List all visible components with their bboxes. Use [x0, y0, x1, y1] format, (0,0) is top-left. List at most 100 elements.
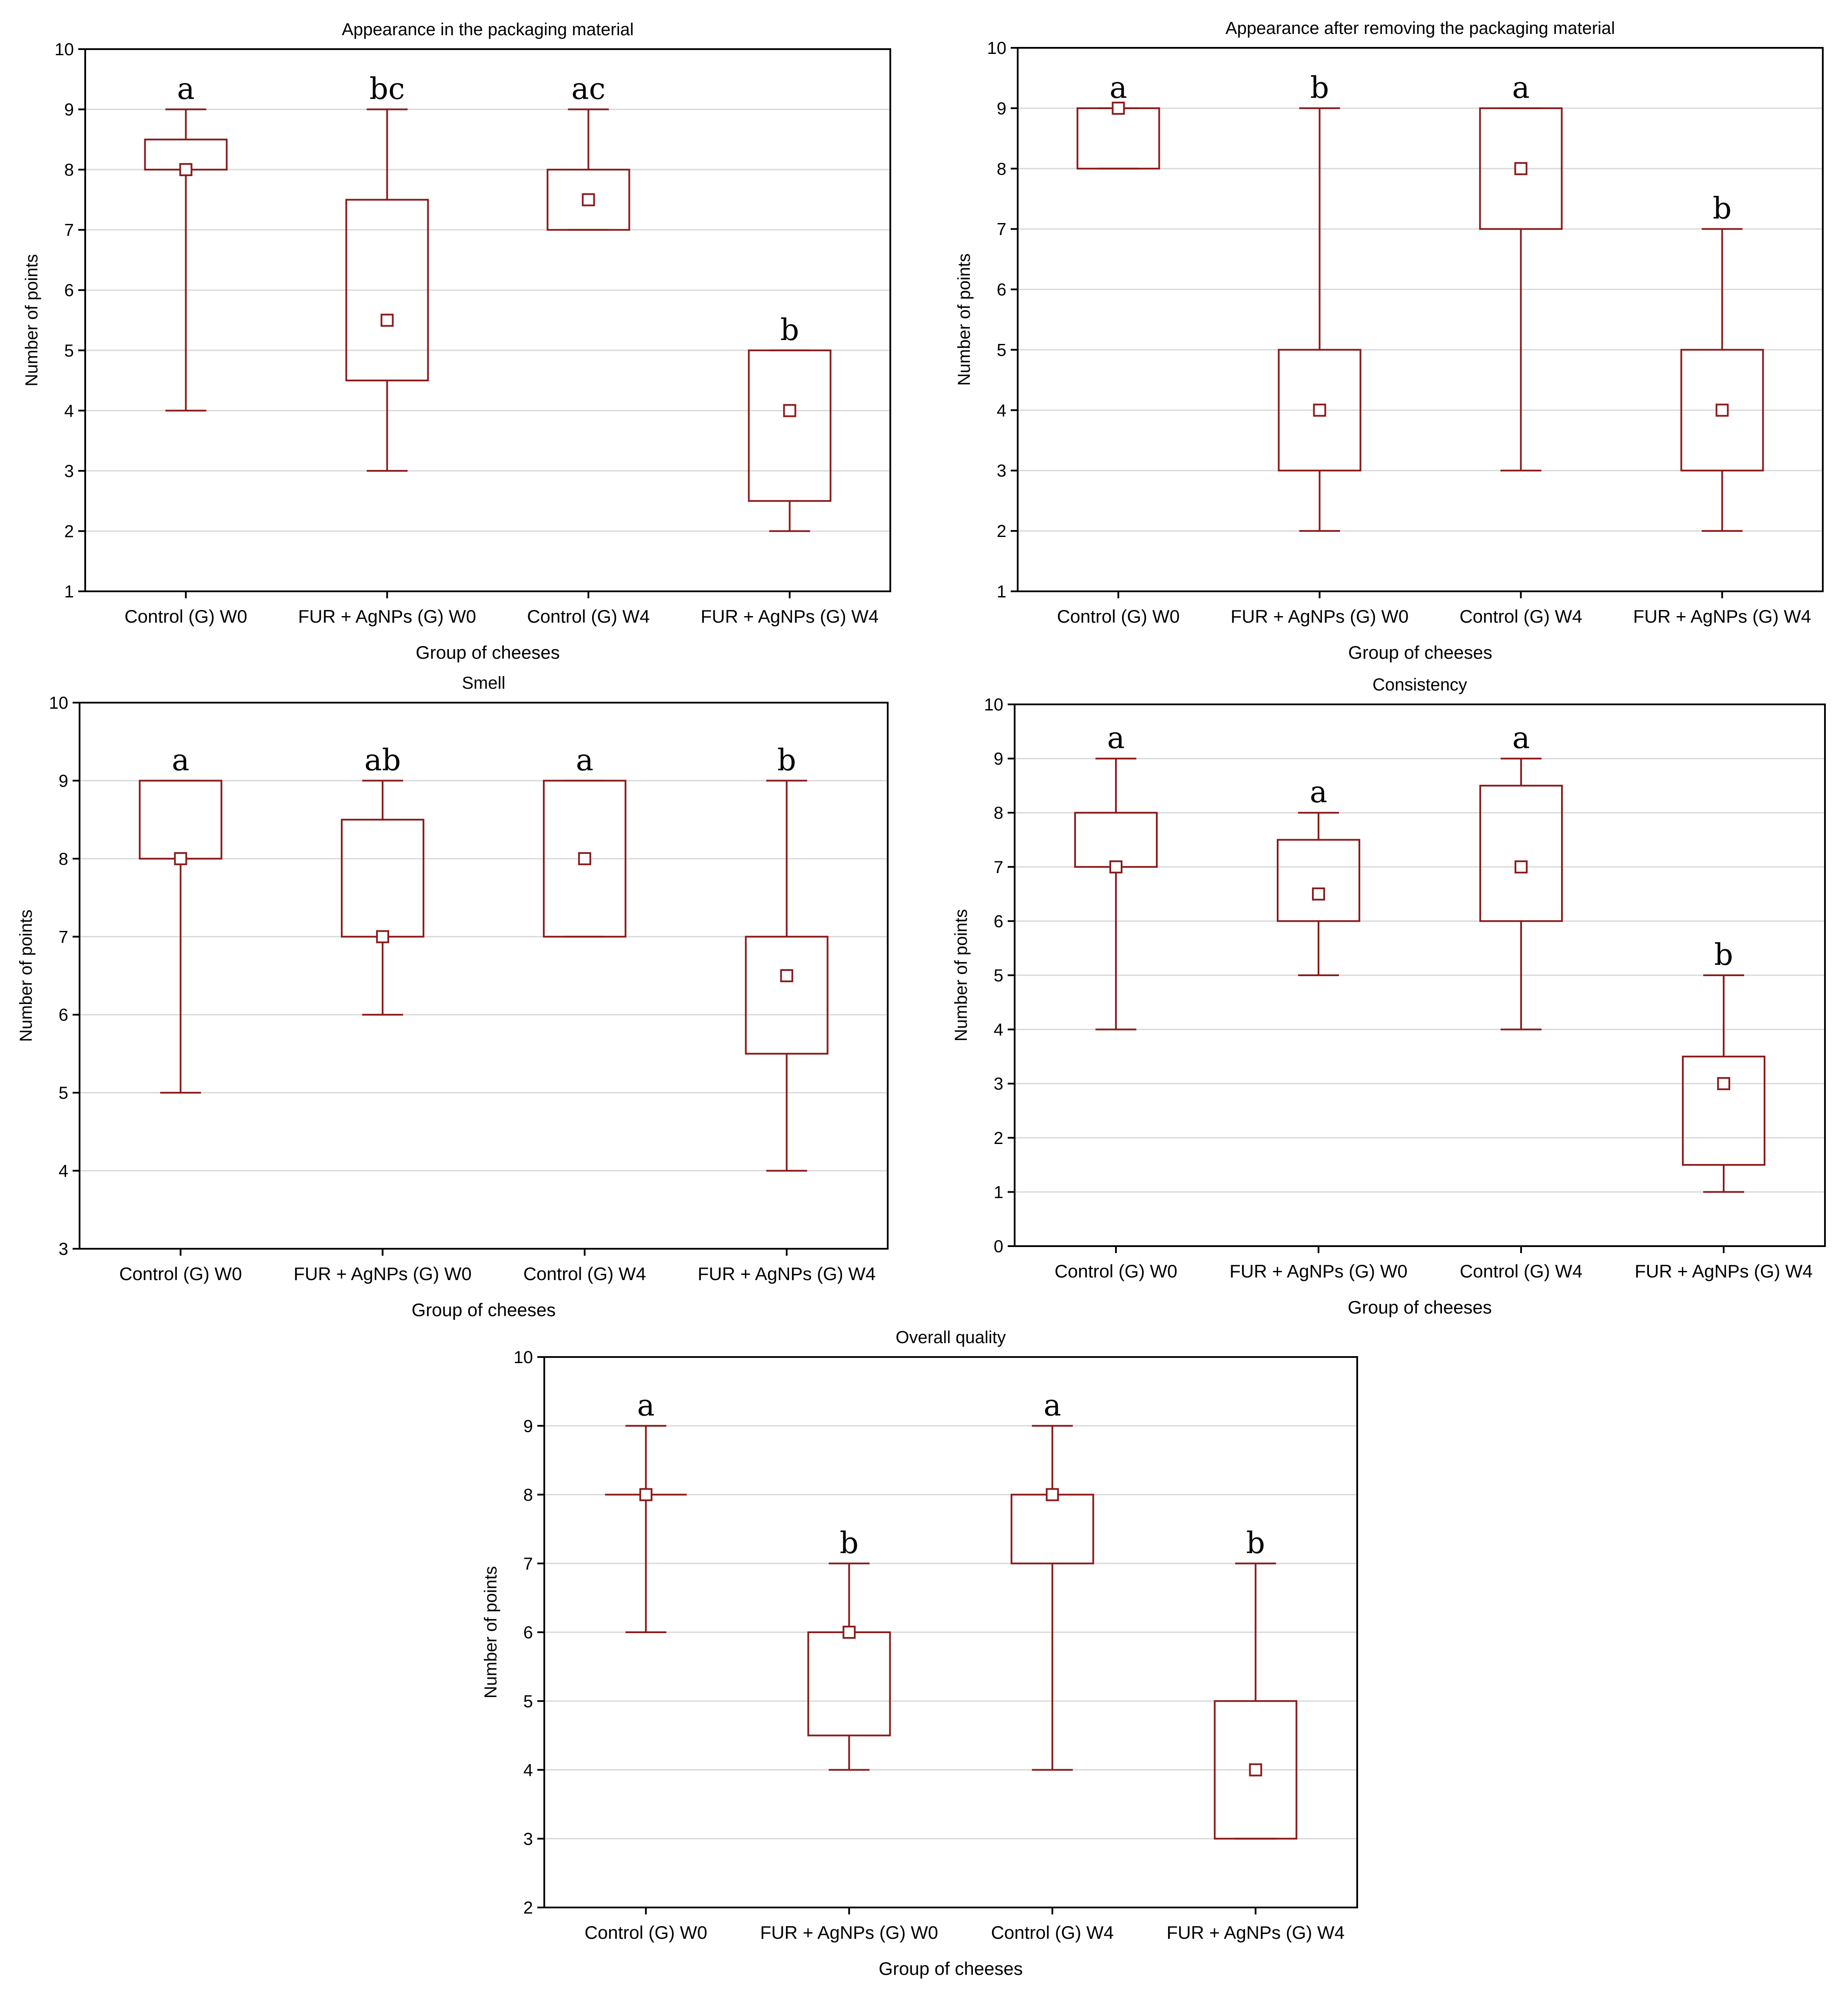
median-marker — [1112, 101, 1125, 115]
box-group: b — [748, 313, 832, 532]
iqr-box — [1076, 107, 1160, 170]
median-marker — [1046, 1488, 1059, 1501]
y-axis-label: Number of points — [17, 910, 36, 1042]
y-tick-label: 6 — [64, 281, 74, 300]
y-tick-label: 8 — [64, 160, 74, 180]
y-tick-label: 9 — [523, 1417, 533, 1436]
y-tick-label: 10 — [49, 694, 69, 713]
iqr-box — [1010, 1494, 1094, 1564]
significance-letter: b — [780, 313, 799, 347]
y-axis-label: Number of points — [481, 1566, 500, 1699]
significance-letter: a — [576, 743, 594, 777]
box-group: a — [139, 743, 223, 1094]
y-axis-label: Number of points — [22, 254, 41, 387]
chart-panel-5: 2 3 4 5 6 7 8 9 10 Control (G) W0 FUR + AgNPs (G) … — [481, 1328, 1358, 1979]
iqr-box — [1277, 839, 1360, 922]
chart-panel-4: 0 1 2 3 4 5 6 7 8 9 10 Control (G) W0 FUR + AgNPs (G… — [952, 675, 1826, 1317]
box-group: bc — [345, 72, 429, 472]
y-tick-label: 3 — [64, 462, 74, 481]
box-group: a — [1479, 721, 1563, 1030]
iqr-box — [1278, 349, 1362, 472]
y-tick-label: 1 — [64, 582, 74, 601]
y-tick-label: 8 — [59, 850, 68, 869]
x-tick-label: Control (G) W4 — [991, 1922, 1114, 1943]
box-group: ab — [341, 743, 425, 1016]
median-marker — [179, 163, 193, 177]
significance-letter: b — [777, 743, 796, 777]
y-axis-label: Number of points — [952, 909, 971, 1042]
plot-frame — [1017, 47, 1824, 592]
median-marker — [578, 852, 591, 865]
chart-title: Overall quality — [896, 1328, 1006, 1347]
iqr-box — [1074, 812, 1158, 868]
y-tick-label: 10 — [514, 1348, 533, 1367]
box-group: a — [1074, 721, 1158, 1030]
box-group: a — [144, 72, 228, 412]
iqr-box — [1680, 349, 1764, 472]
y-tick-label: 9 — [994, 750, 1003, 769]
y-tick-label: 4 — [59, 1162, 68, 1181]
significance-letter: a — [1512, 721, 1530, 756]
x-tick-label: Control (G) W0 — [1055, 1261, 1177, 1281]
median-marker — [780, 969, 793, 982]
x-tick-label: FUR + AgNPs (G) W0 — [1231, 606, 1409, 627]
x-tick-label: FUR + AgNPs (G) W4 — [1166, 1922, 1345, 1943]
y-tick-label: 4 — [997, 401, 1006, 420]
significance-letter: a — [172, 743, 190, 777]
plot-frame — [543, 1356, 1358, 1908]
iqr-box — [139, 780, 223, 860]
y-tick-label: 2 — [994, 1129, 1003, 1148]
y-tick-label: 2 — [523, 1898, 533, 1917]
y-tick-label: 7 — [64, 221, 74, 240]
significance-letter: b — [1310, 71, 1329, 105]
y-tick-label: 1 — [994, 1183, 1003, 1202]
chart-panel-1: 1 2 3 4 5 6 7 8 9 10 Control (G) W0 FUR + AgNPs (G)… — [22, 20, 891, 663]
box-group: b — [1680, 192, 1764, 532]
iqr-box — [1479, 107, 1563, 230]
x-tick-label: Control (G) W0 — [119, 1264, 242, 1284]
chart-title: Consistency — [1372, 675, 1467, 694]
significance-letter: a — [637, 1388, 655, 1423]
y-tick-label: 2 — [997, 522, 1006, 541]
y-tick-label: 9 — [64, 100, 74, 120]
box-group: b — [745, 743, 829, 1172]
iqr-box — [341, 819, 425, 938]
iqr-box — [1214, 1700, 1298, 1840]
box-group: ac — [546, 72, 630, 231]
box-group: b — [1214, 1526, 1298, 1840]
x-tick-label: FUR + AgNPs (G) W4 — [701, 606, 879, 627]
median-marker — [1109, 860, 1122, 874]
significance-letter: a — [1310, 775, 1328, 810]
chart-panel-3: 3 4 5 6 7 8 9 10 Control (G) W0 FUR + AgNPs (G) W… — [17, 674, 889, 1320]
significance-letter: b — [1246, 1526, 1265, 1561]
x-tick-label: Control (G) W4 — [1459, 606, 1582, 627]
plot-frame — [84, 48, 891, 592]
x-tick-label: Control (G) W4 — [1460, 1261, 1582, 1281]
median-marker — [1249, 1763, 1262, 1777]
median-marker — [1715, 403, 1729, 417]
chart-panel-2: 1 2 3 4 5 6 7 8 9 10 Control (G) W0 FUR + AgNPs (G)… — [955, 19, 1824, 663]
x-tick-label: FUR + AgNPs (G) W0 — [760, 1922, 938, 1943]
y-tick-label: 9 — [997, 99, 1006, 118]
median-marker — [783, 404, 796, 417]
median-marker — [376, 930, 390, 944]
y-tick-label: 5 — [994, 966, 1003, 985]
plot-frame — [1014, 704, 1826, 1247]
y-tick-label: 5 — [997, 340, 1006, 360]
median-marker — [380, 313, 394, 327]
significance-letter: b — [1714, 938, 1733, 972]
x-axis-label: Group of cheeses — [416, 642, 560, 663]
median-marker — [1313, 403, 1326, 417]
x-tick-label: FUR + AgNPs (G) W4 — [1635, 1261, 1813, 1281]
box-group: b — [1278, 71, 1362, 532]
box-group: b — [1682, 938, 1765, 1193]
significance-letter: ab — [364, 743, 401, 777]
chart-title: Appearance after removing the packaging … — [1225, 19, 1615, 38]
median-marker — [174, 852, 187, 865]
iqr-box — [1682, 1055, 1765, 1166]
y-tick-label: 3 — [523, 1830, 533, 1849]
y-tick-label: 4 — [523, 1761, 533, 1780]
box-group: b — [807, 1526, 891, 1771]
y-tick-label: 3 — [59, 1240, 68, 1259]
